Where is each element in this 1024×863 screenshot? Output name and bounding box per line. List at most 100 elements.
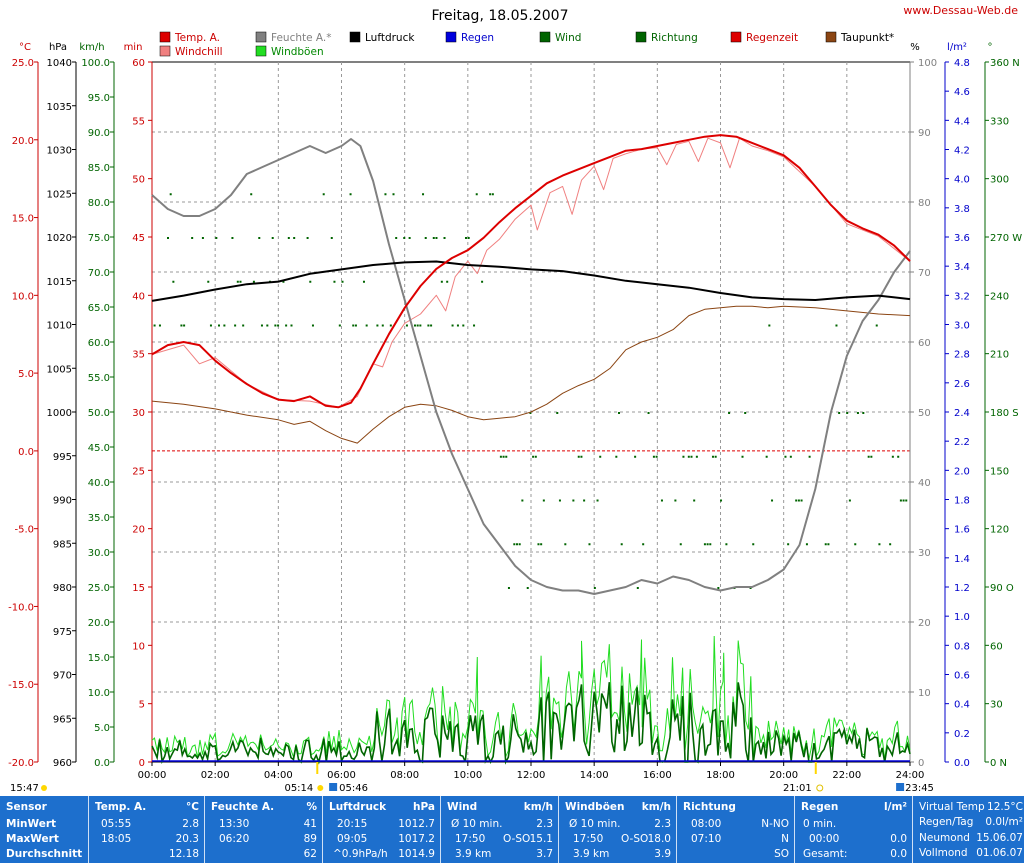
direction-dot — [687, 455, 690, 458]
direction-axis-tick-label: 90 O — [990, 583, 1014, 594]
rainmin-axis-tick-label: 15 — [132, 583, 145, 594]
x-axis-tick-label: 08:00 — [390, 770, 419, 781]
x-axis-tick-label: 20:00 — [769, 770, 798, 781]
direction-dot — [201, 237, 204, 239]
stats-direction-max-time: 07:10 — [691, 833, 722, 845]
rainlm2-axis-tick-label: 3.0 — [954, 321, 970, 332]
rainlm2-axis-tick-label: 1.4 — [954, 554, 970, 565]
direction-axis-tick-label: 30 — [990, 700, 1003, 711]
humidity-axis-tick-label: 0 — [918, 758, 924, 769]
site-link[interactable]: www.Dessau-Web.de — [903, 4, 1018, 17]
humidity-axis-tick-label: 60 — [918, 338, 931, 349]
stats-rain-header: Regen — [801, 801, 839, 813]
direction-dot — [419, 324, 422, 327]
direction-dot — [499, 455, 502, 458]
direction-axis-tick-label: 60 — [990, 641, 1003, 652]
weather-chart: Freitag, 18.05.2007 www.Dessau-Web.de Te… — [8, 4, 1022, 794]
direction-dot — [618, 412, 621, 414]
direction-dot — [846, 412, 849, 414]
stats-rain-max-time: 00:00 — [809, 833, 840, 845]
direction-dot — [287, 237, 290, 239]
direction-dot — [180, 324, 183, 327]
rainmin-axis-tick-label: 25 — [132, 466, 145, 477]
direction-dot — [250, 193, 253, 196]
humidity-axis-tick-label: 40 — [918, 478, 931, 489]
humidity-axis-tick-label: 20 — [918, 618, 931, 629]
daylight-label: 15:47 — [10, 783, 39, 794]
wind-axis-tick-label: 100.0 — [81, 58, 110, 69]
stats-temp-avg-value: 12.18 — [168, 848, 199, 860]
rainlm2-axis-tick-label: 2.2 — [954, 437, 970, 448]
stats-panel: Sensor MinWert MaxWert Durchschnitt Temp… — [0, 796, 1024, 863]
gray-square-icon — [255, 31, 267, 43]
direction-dot — [443, 237, 446, 239]
direction-dot — [862, 412, 865, 414]
rainmin-axis-tick-label: 30 — [132, 408, 145, 419]
rainlm2-axis-tick-label: 1.2 — [954, 583, 970, 594]
direction-dot — [725, 543, 728, 546]
stats-temp-min-value: 2.8 — [182, 818, 199, 830]
stats-humidity-min-value: 41 — [303, 818, 317, 830]
series-luftdruck — [151, 260, 911, 302]
direction-axis-tick-label: 330 — [990, 116, 1009, 127]
direction-dot — [711, 455, 714, 458]
direction-dot — [720, 499, 723, 502]
direction-axis-tick-label: 360 N — [990, 58, 1020, 69]
direction-dot — [430, 324, 433, 327]
temp-axis-tick-label: -15.0 — [8, 680, 34, 691]
direction-dot — [636, 587, 639, 589]
sunset-label: 21:01 — [783, 783, 812, 794]
pressure-axis-tick-label: 1025 — [47, 189, 72, 200]
direction-dot — [277, 324, 280, 327]
humidity-axis-tick-label: 90 — [918, 128, 931, 139]
direction-dot — [352, 324, 355, 327]
green-square-icon — [635, 31, 647, 43]
direction-dot — [789, 455, 792, 458]
legend-label: Taupunkt* — [840, 32, 894, 44]
rainlm2-axis-tick-label: 4.6 — [954, 87, 970, 98]
direction-dot — [183, 324, 186, 327]
stats-rain-per-day-label: Regen/Tag — [919, 816, 974, 828]
rainmin-axis-tick-label: 55 — [132, 116, 145, 127]
series-temp — [151, 134, 911, 409]
direction-dot — [577, 455, 580, 458]
direction-dot — [451, 324, 454, 327]
sun-moon-events: 15:47 05:14 05:46 21:01 23:45 — [10, 762, 934, 794]
pressure-axis-tick-label: 980 — [53, 583, 72, 594]
stats-humidity-max-value: 89 — [303, 833, 317, 845]
stats-full-moon-label: Vollmond — [919, 847, 968, 859]
stats-gusts-max-time: 17:50 — [573, 833, 604, 845]
stats-temp: Temp. A. °C 05:55 2.8 18:05 20.3 12.18 — [88, 796, 205, 863]
direction-dot — [695, 455, 698, 458]
stats-max-label: MaxWert — [6, 833, 59, 845]
stats-rain-unit: l/m² — [884, 801, 907, 813]
wind-axis-tick-label: 60.0 — [88, 338, 110, 349]
direction-dot — [800, 499, 803, 502]
stats-pressure-min-value: 1012.7 — [398, 818, 435, 830]
x-axis-tick-label: 14:00 — [580, 770, 609, 781]
stats-humidity-unit: % — [306, 801, 317, 813]
direction-dot — [728, 412, 731, 414]
stats-direction-header: Richtung — [683, 801, 736, 813]
direction-axis-tick-label: 270 W — [990, 233, 1022, 244]
rainlm2-axis-tick-label: 1.0 — [954, 612, 970, 623]
direction-dot — [765, 455, 768, 458]
series-windboeen — [151, 635, 911, 761]
rainmin-axis-tick-label: 35 — [132, 350, 145, 361]
rainlm2-axis-tick-label: 4.4 — [954, 116, 970, 127]
stats-pressure-max-time: 09:05 — [337, 833, 368, 845]
direction-dot — [489, 193, 492, 196]
wind-axis-tick-label: 70.0 — [88, 268, 110, 279]
direction-dot — [435, 237, 438, 239]
moonset-icon — [896, 783, 905, 791]
rainlm2-axis-tick-label: 3.6 — [954, 233, 970, 244]
pressure-axis-tick-label: 975 — [53, 627, 72, 638]
direction-dot — [330, 237, 333, 239]
stats-direction-max-value: N — [781, 833, 789, 845]
direction-dot — [784, 455, 787, 458]
humidity-axis-tick-label: 80 — [918, 198, 931, 209]
direction-dot — [526, 587, 529, 589]
direction-dot — [634, 455, 637, 458]
direction-dot — [405, 324, 408, 327]
direction-dot — [709, 543, 712, 546]
